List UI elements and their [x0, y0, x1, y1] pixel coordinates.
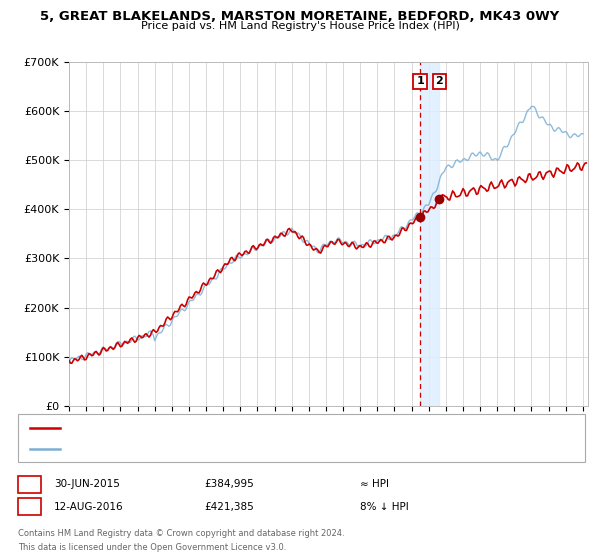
- Text: Contains HM Land Registry data © Crown copyright and database right 2024.: Contains HM Land Registry data © Crown c…: [18, 529, 344, 538]
- Bar: [420, 62, 439, 406]
- Text: 2: 2: [26, 502, 33, 512]
- Text: £384,995: £384,995: [204, 479, 254, 489]
- Text: 1: 1: [26, 479, 33, 489]
- Text: This data is licensed under the Open Government Licence v3.0.: This data is licensed under the Open Gov…: [18, 543, 286, 552]
- Text: 8% ↓ HPI: 8% ↓ HPI: [360, 502, 409, 512]
- Text: 2: 2: [436, 76, 443, 86]
- Text: 5, GREAT BLAKELANDS, MARSTON MORETAINE, BEDFORD, MK43 0WY (detached house): 5, GREAT BLAKELANDS, MARSTON MORETAINE, …: [66, 423, 482, 432]
- Text: £421,385: £421,385: [204, 502, 254, 512]
- Text: 12-AUG-2016: 12-AUG-2016: [54, 502, 124, 512]
- Text: ≈ HPI: ≈ HPI: [360, 479, 389, 489]
- Text: 30-JUN-2015: 30-JUN-2015: [54, 479, 120, 489]
- Text: 5, GREAT BLAKELANDS, MARSTON MORETAINE, BEDFORD, MK43 0WY: 5, GREAT BLAKELANDS, MARSTON MORETAINE, …: [40, 10, 560, 23]
- Text: HPI: Average price, detached house, Central Bedfordshire: HPI: Average price, detached house, Cent…: [66, 444, 340, 453]
- Text: Price paid vs. HM Land Registry's House Price Index (HPI): Price paid vs. HM Land Registry's House …: [140, 21, 460, 31]
- Text: 1: 1: [416, 76, 424, 86]
